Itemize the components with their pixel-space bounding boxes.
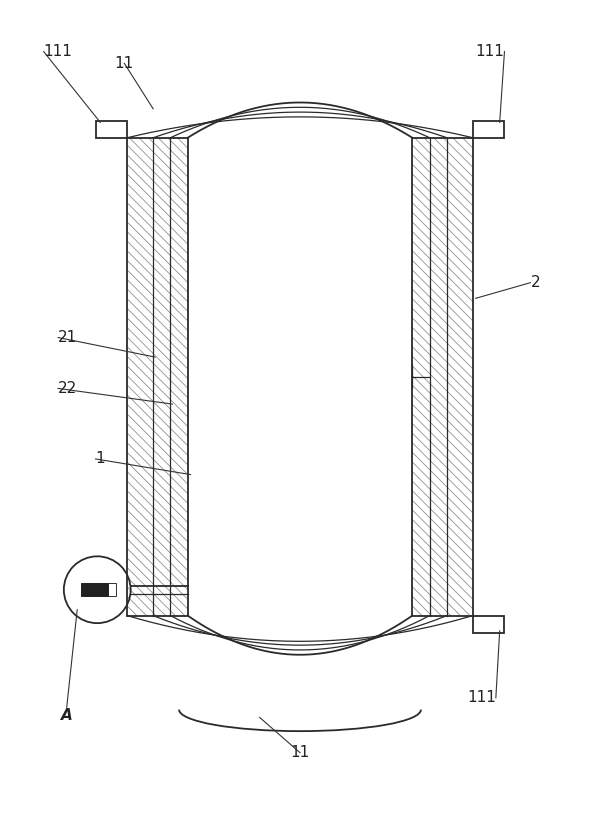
Bar <box>95 121 127 138</box>
Bar <box>81 583 108 596</box>
Text: 1: 1 <box>95 451 105 467</box>
Text: A: A <box>61 707 73 723</box>
Text: 11: 11 <box>290 745 310 761</box>
Text: 11: 11 <box>115 55 134 71</box>
Text: 21: 21 <box>58 330 77 345</box>
Text: 111: 111 <box>467 690 496 705</box>
Bar <box>473 615 505 633</box>
Text: 111: 111 <box>44 44 73 59</box>
Bar <box>412 138 473 615</box>
Bar <box>108 583 116 596</box>
Text: 2: 2 <box>530 275 540 290</box>
Text: 22: 22 <box>58 381 77 396</box>
Text: 111: 111 <box>476 44 505 59</box>
Bar <box>473 121 505 138</box>
Bar <box>127 138 188 615</box>
